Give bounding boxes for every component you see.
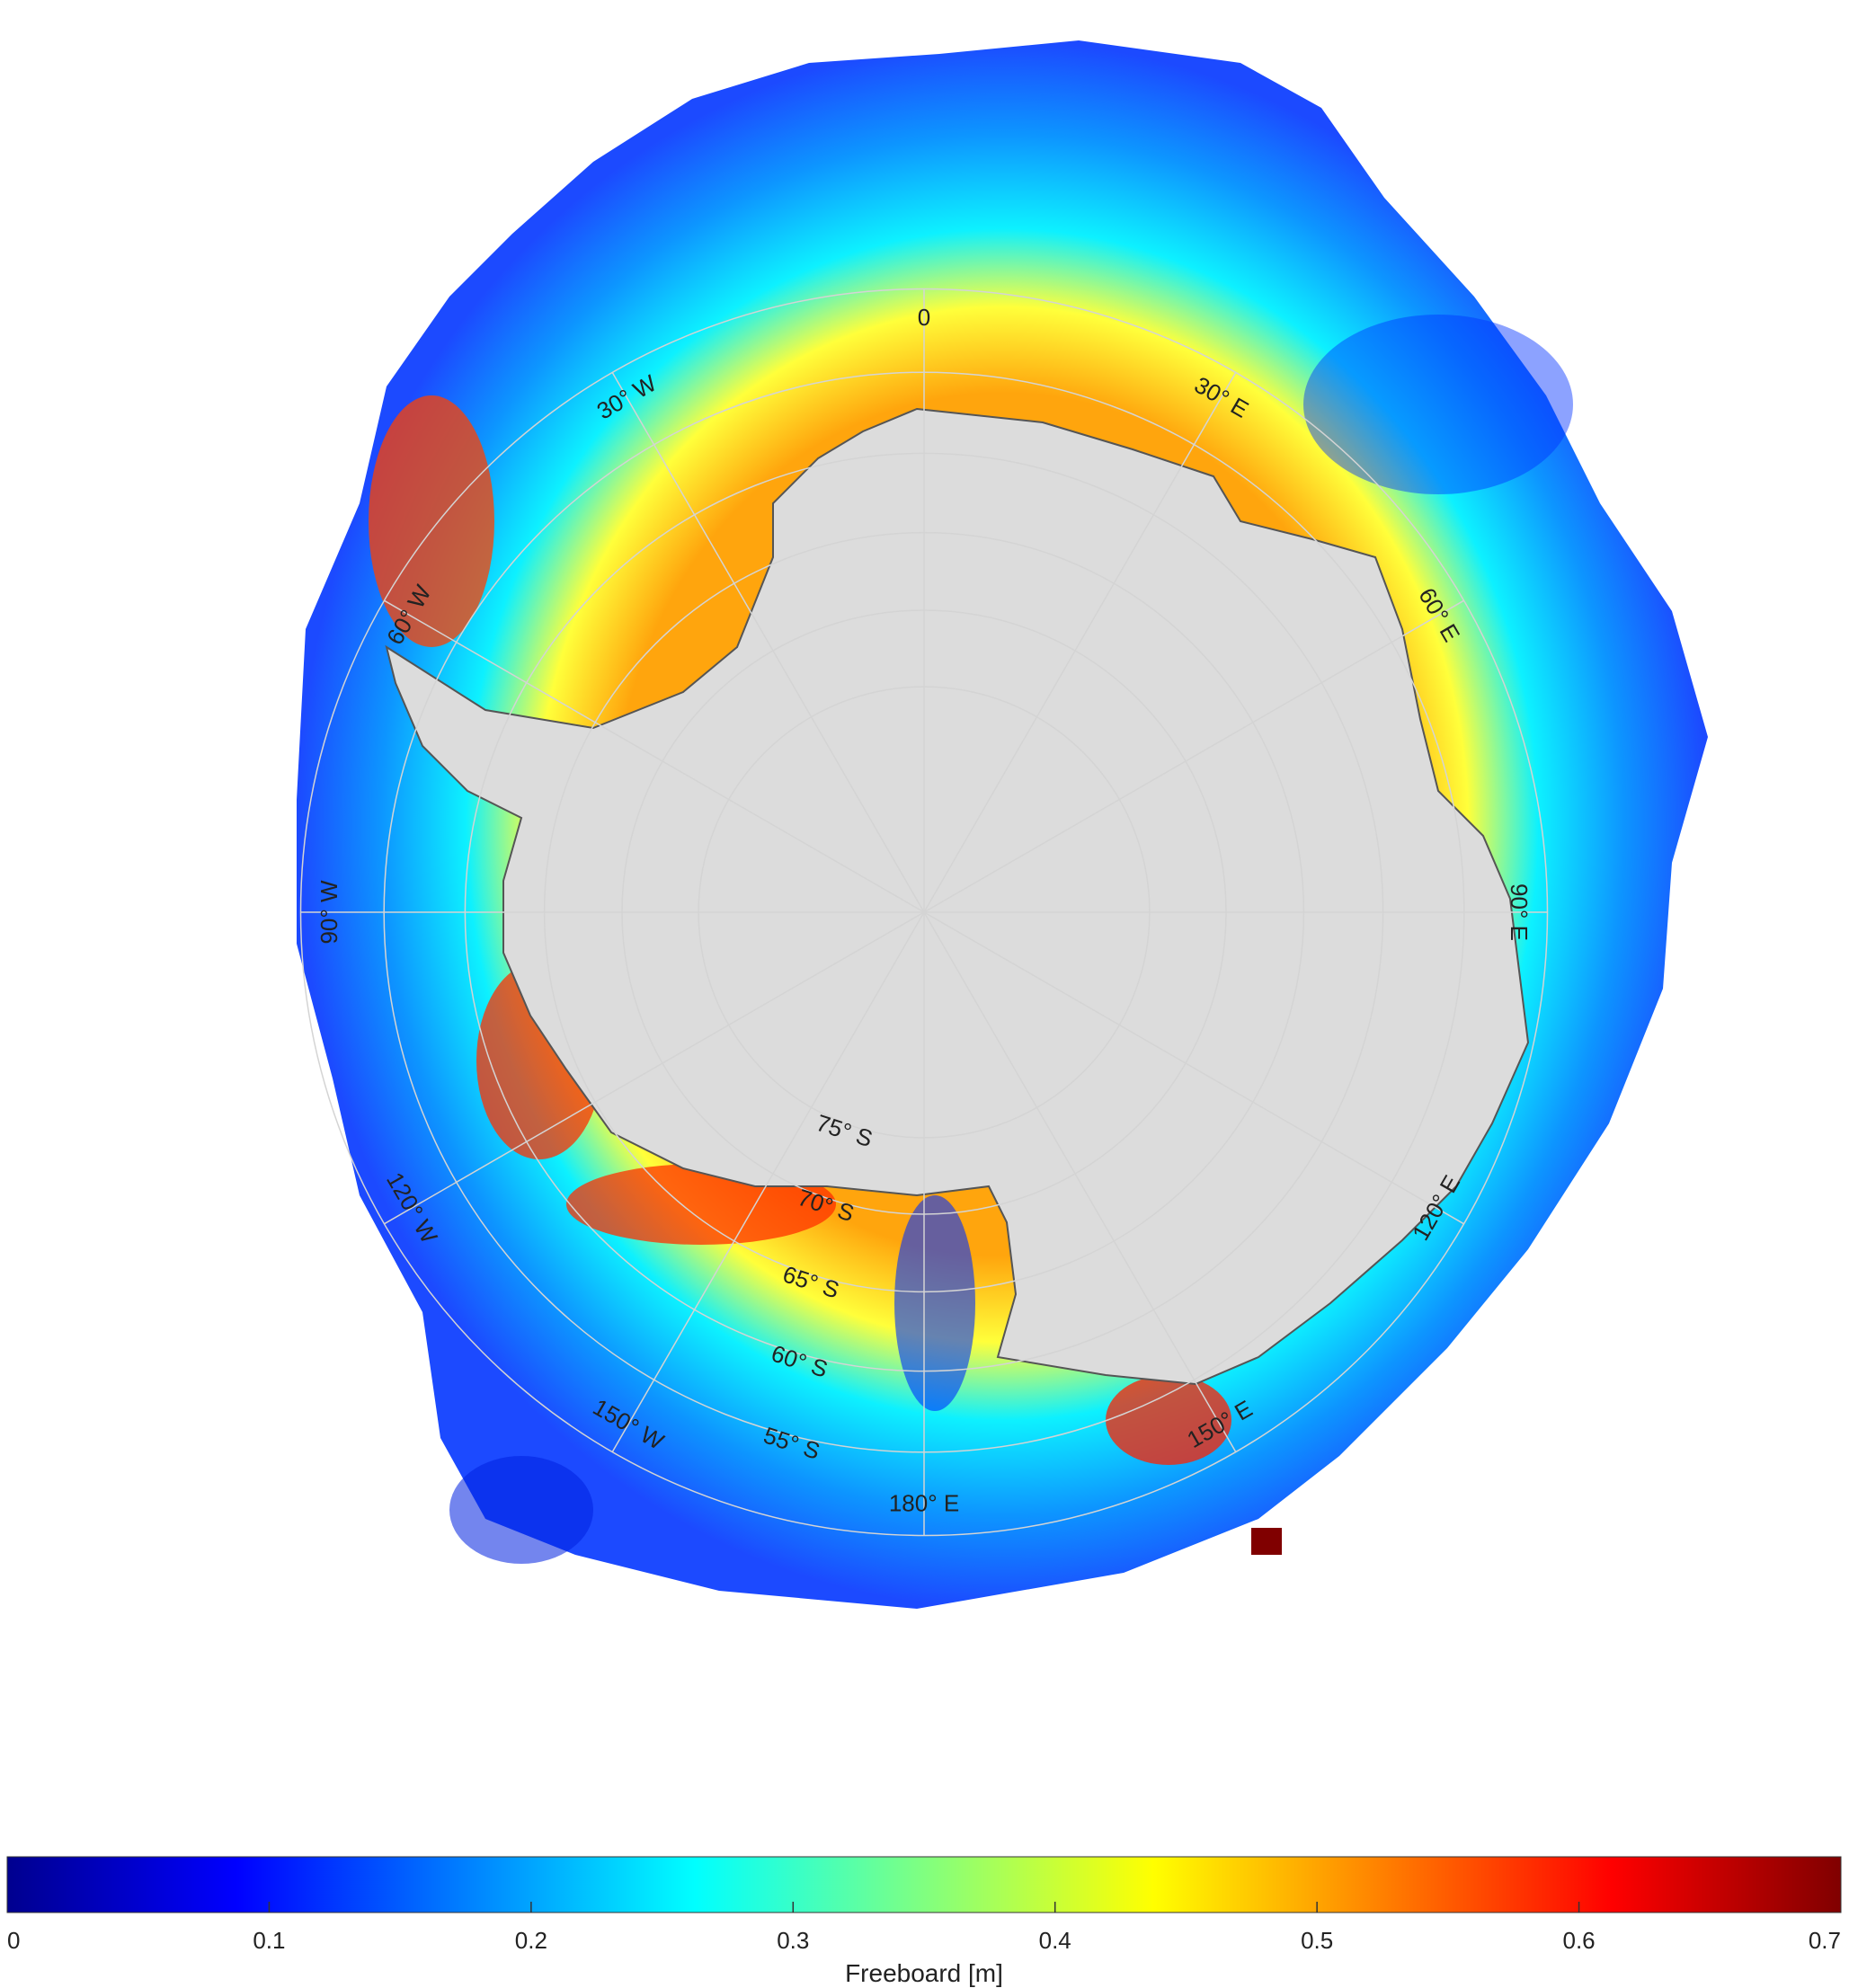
ice-low-east xyxy=(1303,315,1573,494)
colorbar-tick-label: 0.5 xyxy=(1301,1927,1333,1954)
meridian-330 xyxy=(611,372,925,913)
meridian-label-lon-0: 0 xyxy=(918,304,930,331)
ice-high-ross-b xyxy=(1106,1375,1231,1465)
colorbar-ticks: 0 0.1 0.2 0.3 0.4 0.5 0.6 0.7 xyxy=(7,1902,1841,1954)
ice-low-ross-sector xyxy=(894,1195,975,1411)
antarctica-landmass xyxy=(385,407,1530,1386)
colorbar-tick-label: 0.3 xyxy=(777,1927,809,1954)
meridian-120 xyxy=(923,911,1464,1225)
colorbar-ramp xyxy=(6,1856,1842,1913)
ice-high-weddell xyxy=(369,395,494,647)
colorbar-tick-label: 0.6 xyxy=(1562,1927,1595,1954)
colorbar: 0 0.1 0.2 0.3 0.4 0.5 0.6 0.7 Freeboard [m] xyxy=(6,1856,1842,1987)
meridian-label-lon-180e: 180° E xyxy=(889,1490,959,1517)
meridian-30 xyxy=(923,372,1237,913)
colorbar-tick-label: 0.4 xyxy=(1039,1927,1071,1954)
colorbar-tick-label: 0.7 xyxy=(1809,1927,1841,1954)
meridian-60 xyxy=(923,599,1464,913)
colorbar-tick-label: 0.2 xyxy=(515,1927,547,1954)
meridian-210 xyxy=(611,911,925,1452)
meridian-150 xyxy=(923,911,1237,1452)
graticule xyxy=(299,288,1549,1537)
colorbar-title: Freeboard [m] xyxy=(845,1959,1003,1987)
meridian-240 xyxy=(384,911,925,1225)
colorbar-tick-label: 0.1 xyxy=(253,1927,285,1954)
ice-max-patch xyxy=(1251,1528,1282,1555)
meridian-300 xyxy=(384,599,925,913)
meridian-label-lon-90e: 90° E xyxy=(1506,883,1533,941)
meridian-label-lon-90w: 90° W xyxy=(316,880,342,945)
colorbar-tick-label: 0 xyxy=(7,1927,20,1954)
ice-low-pacific xyxy=(449,1456,593,1564)
